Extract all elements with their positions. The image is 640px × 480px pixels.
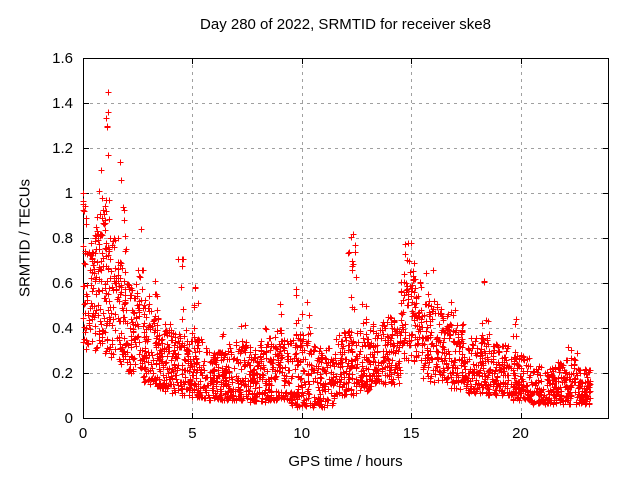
x-tick-label: 10	[293, 425, 310, 442]
y-tick-label: 1.4	[52, 95, 73, 112]
x-axis-label: GPS time / hours	[288, 453, 403, 470]
chart-title: Day 280 of 2022, SRMTID for receiver ske…	[200, 16, 491, 33]
plot-border	[83, 58, 609, 419]
scatter-points	[80, 89, 594, 411]
y-tick-label: 1.6	[52, 50, 73, 67]
x-tick-label: 0	[79, 425, 87, 442]
y-tick-label: 0	[65, 410, 73, 427]
y-tick-label: 0.4	[52, 320, 73, 337]
x-tick-label: 15	[403, 425, 420, 442]
y-tick-label: 1	[65, 185, 73, 202]
y-tick-label: 0.2	[52, 365, 73, 382]
x-tick-label: 5	[188, 425, 196, 442]
x-tick-label: 20	[512, 425, 529, 442]
y-tick-label: 1.2	[52, 140, 73, 157]
y-tick-label: 0.6	[52, 275, 73, 292]
y-tick-label: 0.8	[52, 230, 73, 247]
